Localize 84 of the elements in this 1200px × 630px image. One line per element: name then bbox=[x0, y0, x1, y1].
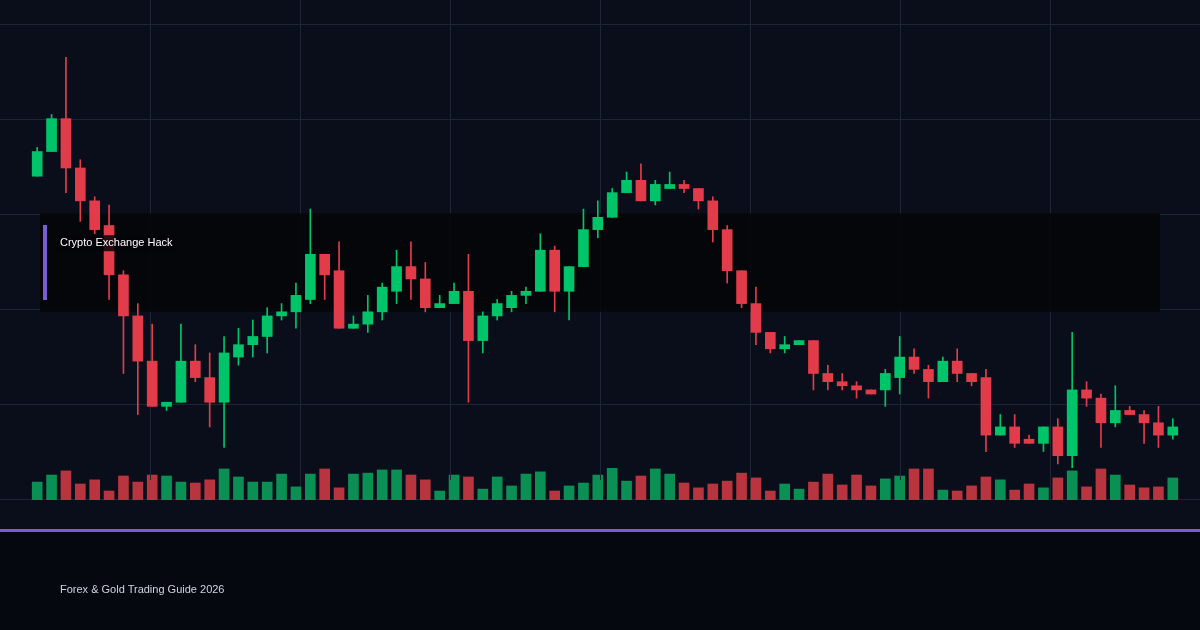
bar bbox=[966, 485, 977, 500]
candlestick bbox=[405, 241, 417, 300]
band-label: Crypto Exchange Hack bbox=[60, 236, 173, 249]
bar bbox=[534, 471, 546, 500]
bar bbox=[146, 474, 158, 500]
bar bbox=[1066, 470, 1078, 500]
bar bbox=[118, 475, 129, 500]
bar bbox=[606, 468, 618, 500]
bar bbox=[779, 483, 791, 500]
bar bbox=[247, 481, 259, 500]
bar bbox=[1109, 474, 1121, 500]
bar bbox=[1081, 486, 1092, 500]
bar bbox=[89, 479, 101, 500]
bar bbox=[290, 486, 302, 500]
bar bbox=[463, 476, 474, 500]
bar bbox=[218, 468, 230, 500]
bar bbox=[836, 484, 848, 500]
bar bbox=[851, 474, 862, 500]
bar bbox=[1138, 487, 1150, 500]
bar bbox=[477, 488, 489, 500]
bar bbox=[721, 480, 733, 500]
bar bbox=[1124, 484, 1136, 500]
bar bbox=[1052, 477, 1064, 500]
bar bbox=[189, 482, 201, 500]
bar bbox=[994, 479, 1006, 500]
candlestick bbox=[247, 319, 259, 358]
bar bbox=[649, 468, 661, 500]
bar bbox=[865, 485, 877, 500]
bar bbox=[923, 468, 934, 500]
bar bbox=[693, 487, 704, 500]
bar bbox=[103, 490, 115, 500]
bar bbox=[376, 469, 388, 500]
bar bbox=[894, 475, 906, 500]
text: Forex & Gold Trading Guide 2026 bbox=[60, 583, 225, 595]
bar bbox=[448, 474, 460, 500]
bar bbox=[261, 481, 273, 500]
bar bbox=[808, 481, 819, 500]
bar bbox=[419, 479, 431, 500]
bar bbox=[879, 478, 891, 500]
bar bbox=[937, 489, 949, 500]
bar bbox=[707, 483, 719, 500]
bar bbox=[635, 475, 647, 500]
bar bbox=[348, 473, 359, 500]
bar bbox=[1095, 468, 1107, 500]
bar bbox=[621, 480, 632, 500]
bar bbox=[74, 483, 86, 500]
bar bbox=[764, 490, 776, 500]
bar bbox=[793, 488, 805, 500]
bar bbox=[822, 473, 834, 500]
bar bbox=[549, 490, 561, 500]
bar bbox=[1153, 486, 1164, 500]
bar bbox=[46, 474, 57, 500]
bar bbox=[506, 485, 517, 500]
bar bbox=[362, 472, 374, 500]
bar bbox=[980, 476, 992, 500]
bar bbox=[736, 472, 747, 500]
bar bbox=[520, 473, 532, 500]
bar bbox=[563, 485, 575, 500]
bar bbox=[31, 481, 43, 500]
bar bbox=[908, 468, 920, 500]
bar bbox=[578, 482, 589, 500]
bar bbox=[391, 469, 402, 500]
bar bbox=[1009, 489, 1021, 500]
bar bbox=[750, 477, 762, 500]
bar bbox=[132, 481, 144, 500]
bar bbox=[678, 482, 690, 500]
bar bbox=[319, 468, 331, 500]
bar bbox=[1038, 487, 1049, 500]
bar bbox=[276, 473, 287, 500]
bar bbox=[204, 479, 216, 500]
bar bbox=[175, 481, 187, 500]
bar bbox=[491, 476, 503, 500]
bar bbox=[664, 473, 676, 500]
bar bbox=[1167, 477, 1179, 500]
bar bbox=[60, 470, 72, 500]
bar bbox=[434, 490, 446, 500]
bar bbox=[233, 476, 244, 500]
bar bbox=[951, 490, 963, 500]
bar bbox=[1023, 483, 1035, 500]
bar bbox=[333, 487, 345, 500]
bar bbox=[592, 474, 604, 500]
bar bbox=[405, 474, 417, 500]
bar bbox=[161, 475, 172, 500]
bar bbox=[304, 473, 316, 500]
